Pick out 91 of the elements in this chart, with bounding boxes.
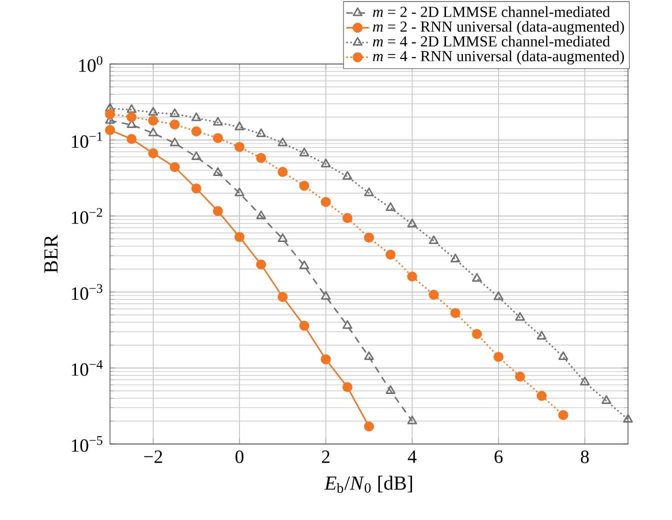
point xyxy=(256,128,266,138)
point xyxy=(364,351,374,360)
point xyxy=(364,188,374,196)
point xyxy=(170,138,180,146)
point xyxy=(148,148,158,158)
point xyxy=(536,330,547,340)
point xyxy=(386,250,396,260)
point xyxy=(148,106,158,116)
legend-label: m = 4 - RNN universal (data-augmented) xyxy=(372,50,624,64)
legend-label: m = 4 - 2D LMMSE channel-mediated xyxy=(372,36,610,47)
point xyxy=(212,206,223,216)
x-tick-label: 6 xyxy=(494,450,503,464)
point xyxy=(602,395,612,404)
point xyxy=(320,196,331,207)
point xyxy=(623,414,633,423)
point xyxy=(407,416,418,424)
point xyxy=(342,213,352,224)
y-tick-label: 10$^{−4}$ xyxy=(72,360,103,376)
point xyxy=(428,235,439,244)
y-tick-label: 10$^{−5}$ xyxy=(72,436,102,452)
point xyxy=(299,148,310,156)
point xyxy=(126,112,137,122)
point xyxy=(580,376,590,386)
y-tick-label: 10$^{0}$ xyxy=(79,56,102,72)
point xyxy=(472,329,482,340)
point xyxy=(234,122,244,130)
point xyxy=(105,102,115,112)
point xyxy=(407,271,418,282)
x-tick-label: 0 xyxy=(236,450,244,464)
point xyxy=(256,210,266,220)
x-tick-label: 8 xyxy=(580,450,589,464)
point xyxy=(256,260,266,270)
legend-label: m = 2 - 2D LMMSE channel-mediated xyxy=(372,6,610,18)
point xyxy=(299,180,310,191)
point xyxy=(299,260,310,270)
point xyxy=(407,218,418,228)
point xyxy=(234,232,244,242)
point xyxy=(515,372,526,382)
point xyxy=(170,108,180,118)
x-tick-label: 2 xyxy=(322,450,330,463)
point xyxy=(170,162,180,172)
y-tick-label: 10$^{−1}$ xyxy=(72,132,102,148)
point xyxy=(299,320,310,331)
point xyxy=(191,126,202,136)
point xyxy=(105,125,116,136)
point xyxy=(536,390,547,401)
point xyxy=(278,233,288,242)
point xyxy=(364,232,374,243)
point xyxy=(278,166,288,177)
point xyxy=(234,188,244,196)
x-tick-label: −2 xyxy=(144,450,162,463)
point xyxy=(148,128,158,136)
point xyxy=(213,167,223,176)
y-axis-title: BER xyxy=(44,234,58,273)
point xyxy=(191,184,202,194)
point xyxy=(256,152,266,163)
point xyxy=(342,171,352,180)
point xyxy=(105,108,116,119)
point xyxy=(191,112,202,122)
point xyxy=(558,410,568,420)
point xyxy=(170,119,180,130)
point xyxy=(386,385,396,394)
point xyxy=(450,254,460,262)
point xyxy=(342,320,352,329)
x-tick-label: 4 xyxy=(408,450,417,463)
x-axis-title: E$_{b}$/N$_{0}$ [dB] xyxy=(324,476,412,493)
point xyxy=(126,104,136,113)
point xyxy=(342,382,352,392)
point xyxy=(320,291,331,300)
point xyxy=(148,116,158,126)
y-tick-label: 10$^{−2}$ xyxy=(72,208,102,224)
point xyxy=(364,421,374,432)
point xyxy=(493,352,504,362)
point xyxy=(320,354,331,364)
point xyxy=(472,273,482,282)
point xyxy=(558,351,568,360)
point xyxy=(386,202,396,211)
point xyxy=(428,290,439,300)
point xyxy=(278,292,288,302)
legend-label: m = 2 - RNN universal (data-augmented) xyxy=(372,21,624,35)
point xyxy=(494,291,504,300)
point xyxy=(212,133,223,144)
point xyxy=(234,142,244,152)
y-tick-label: 10$^{−3}$ xyxy=(72,284,102,300)
point xyxy=(278,138,288,146)
point xyxy=(213,116,223,126)
point xyxy=(126,134,137,144)
point xyxy=(450,308,460,318)
point xyxy=(515,312,525,321)
point xyxy=(191,151,202,160)
point xyxy=(320,158,331,168)
